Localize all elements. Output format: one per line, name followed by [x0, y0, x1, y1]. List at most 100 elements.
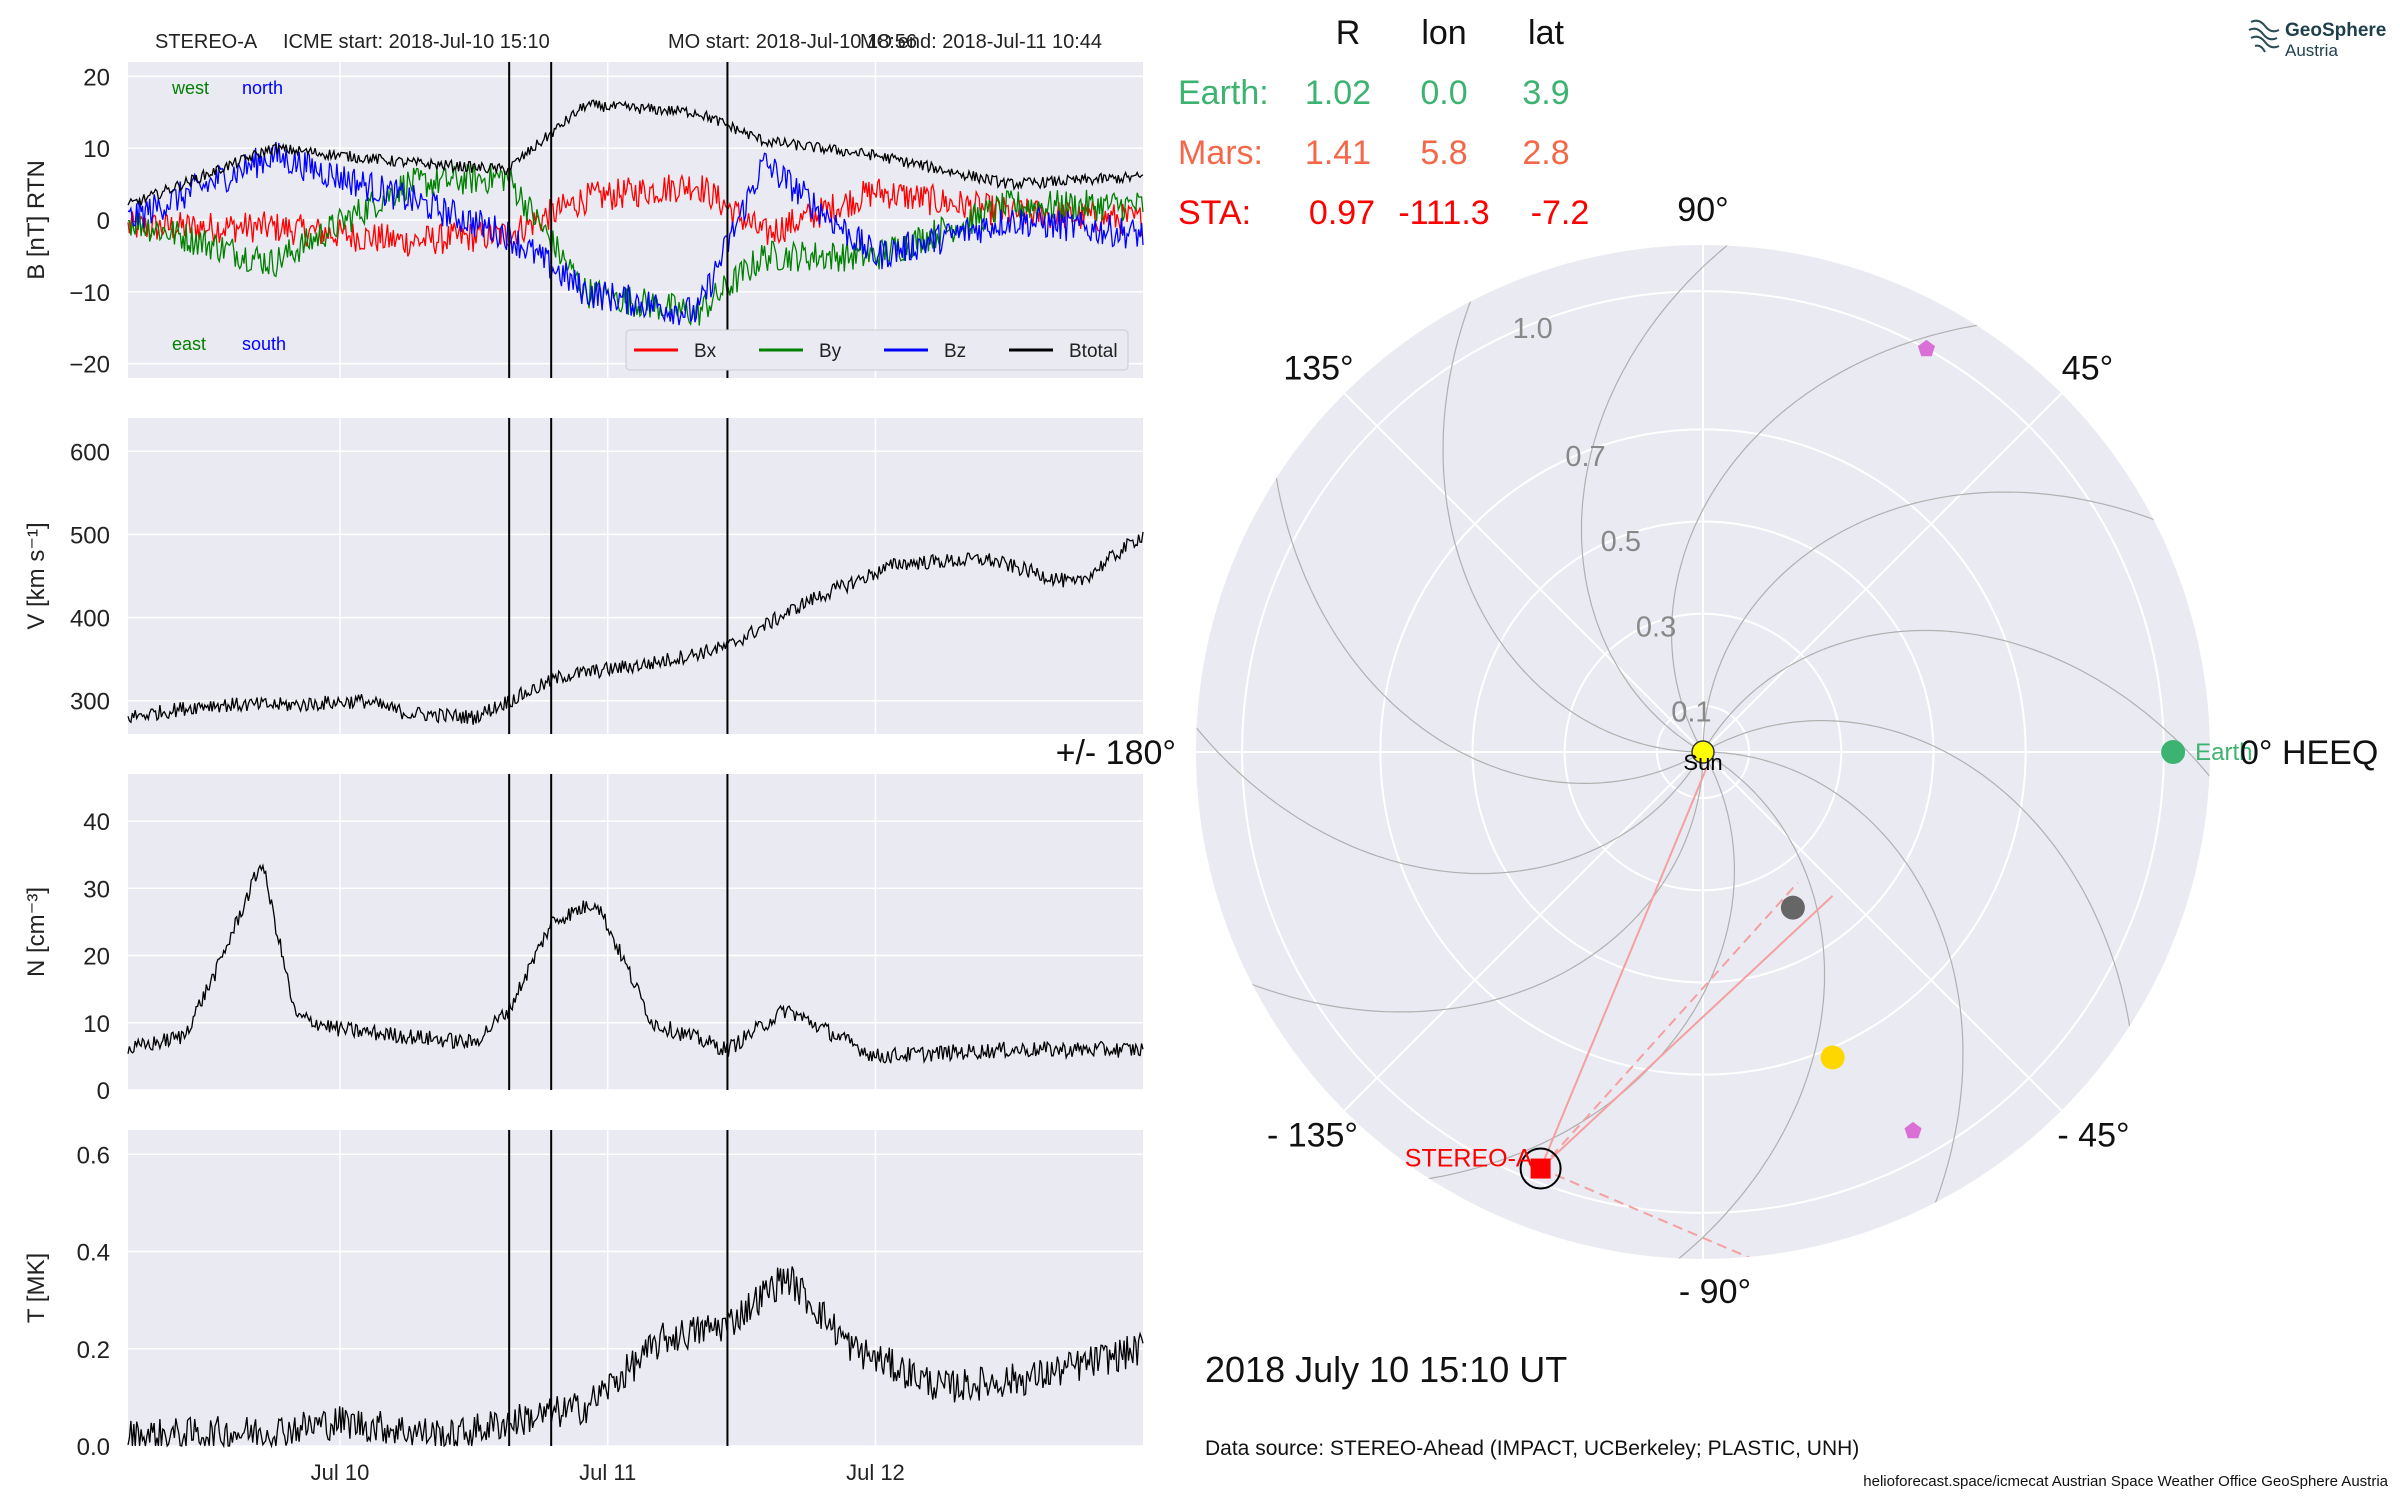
polar-position-plot: 0.1 0.3 0.5 0.7 1.0 Sun Earth STEREO-A 90° 45° 0° … — [1056, 191, 2379, 1311]
parker-spiral-line — [1268, 342, 1704, 785]
pentagon-marker — [1904, 1121, 1922, 1139]
annotation-west: west — [171, 78, 209, 98]
header-mo-end: MO end: 2018-Jul-11 10:44 — [860, 31, 1102, 53]
y-tick-label: 30 — [83, 876, 110, 903]
earth-marker — [2161, 740, 2186, 764]
parker-spiral-line — [1702, 719, 2138, 1162]
y-tick-label: 40 — [83, 809, 110, 836]
parker-spiral-line — [1580, 245, 1843, 753]
col-header-lon: lon — [1421, 14, 1466, 52]
y-tick-label: 0.6 — [77, 1142, 110, 1169]
parker-spiral-line — [1702, 629, 2210, 892]
positions-table: R lon lat Earth: 1.02 0.0 3.9 Mars: 1.41… — [1178, 14, 1589, 232]
series-line-data — [127, 531, 1144, 725]
parker-spirals — [1196, 245, 2210, 1259]
sta-fov-line — [1539, 764, 1709, 1169]
geosphere-logo: GeoSphere Austria — [2248, 19, 2386, 60]
row-earth-name: Earth: — [1178, 74, 1269, 112]
data-source: Data source: STEREO-Ahead (IMPACT, UCBer… — [1205, 1437, 1859, 1460]
series-line-data — [127, 863, 1144, 1064]
legend-label-by: By — [819, 341, 842, 362]
stereo-a-ring — [1519, 1147, 1562, 1190]
planet-marker — [1820, 1045, 1845, 1070]
y-tick-label: 0 — [97, 1078, 110, 1105]
y-tick-label: 0 — [97, 208, 110, 235]
y-tick-label: −20 — [69, 352, 110, 379]
radial-label: 0.3 — [1636, 611, 1676, 643]
row-sta-lon: -111.3 — [1398, 194, 1489, 232]
polar-spoke — [1702, 392, 2063, 753]
date-label: 2018 July 10 15:10 UT — [1205, 1349, 1567, 1390]
timeseries-panels: 20 10 0 −10 −20 B [nT] RTN west north east south B… — [23, 62, 1144, 1485]
row-mars-name: Mars: — [1178, 134, 1263, 172]
annotation-south: south — [242, 334, 286, 354]
y-axis-label: T [MK] — [23, 1253, 50, 1323]
row-mars-lat: 2.8 — [1522, 134, 1569, 172]
y-axis-label: B [nT] RTN — [23, 160, 50, 280]
series-line-bz — [127, 141, 1144, 326]
angle-label-a135: 135° — [1283, 349, 1353, 387]
y-tick-label: 0.4 — [77, 1240, 110, 1267]
angle-label-a45: 45° — [2062, 349, 2113, 387]
angle-label-a90: 90° — [1677, 191, 1728, 229]
legend: Bx By Bz Btotal — [625, 329, 1129, 371]
timeseries-header: STEREO-A ICME start: 2018-Jul-10 15:10 M… — [155, 31, 1102, 53]
y-tick-label: 600 — [70, 439, 110, 466]
stereo-a-marker — [1530, 1158, 1551, 1179]
sun-label: Sun — [1683, 750, 1722, 775]
y-tick-label: 0.2 — [77, 1337, 110, 1364]
header-spacecraft: STEREO-A — [155, 31, 258, 53]
radial-label: 0.1 — [1671, 696, 1711, 728]
y-tick-label: 300 — [70, 689, 110, 716]
radial-label: 1.0 — [1512, 313, 1552, 345]
logo-text-line1: GeoSphere — [2285, 20, 2386, 41]
annotation-north: north — [242, 78, 283, 98]
col-header-r: R — [1336, 14, 1361, 52]
logo-text-line2: Austria — [2285, 41, 2338, 60]
y-axis-label: N [cm⁻³] — [23, 887, 50, 977]
row-sta-r: 0.97 — [1309, 194, 1375, 232]
y-tick-label: −10 — [69, 280, 110, 307]
x-tick-label: Jul 10 — [311, 1460, 370, 1485]
angle-label-a180: +/- 180° — [1056, 734, 1176, 772]
series-line-btotal — [127, 99, 1144, 206]
annotation-east: east — [172, 334, 206, 354]
panel-background — [128, 1130, 1143, 1446]
angle-label-a0: 0° HEEQ — [2240, 734, 2378, 772]
footer-credits: helioforecast.space/icmecat Austrian Spa… — [1863, 1473, 2388, 1490]
radial-label: 0.5 — [1601, 526, 1641, 558]
y-axis-label: V [km s⁻¹] — [23, 522, 50, 629]
timeseries-panel-1: 20 10 0 −10 −20 B [nT] RTN west north east south B… — [23, 62, 1144, 379]
y-tick-label: 10 — [83, 1011, 110, 1038]
parker-spiral-line — [1703, 751, 1964, 1259]
y-tick-label: 20 — [83, 944, 110, 971]
panel-background — [128, 774, 1143, 1090]
series-line-data — [127, 1266, 1144, 1449]
legend-label-bx: Bx — [694, 341, 717, 362]
polar-spoke — [1702, 751, 2063, 1112]
y-tick-label: 10 — [83, 136, 110, 163]
row-mars-lon: 5.8 — [1420, 134, 1467, 172]
angle-label-am90: - 90° — [1679, 1273, 1751, 1311]
y-tick-label: 0.0 — [77, 1434, 110, 1461]
geosphere-logo-icon — [2248, 19, 2280, 53]
col-header-lat: lat — [1528, 14, 1564, 52]
x-tick-label: Jul 11 — [579, 1460, 636, 1485]
header-mo-start: MO start: 2018-Jul-10 18:56 — [668, 31, 917, 53]
parker-spiral-line — [1670, 317, 2113, 753]
sta-fov-line — [1539, 895, 1834, 1170]
polar-spoke — [1343, 392, 1704, 753]
header-icme-start: ICME start: 2018-Jul-10 15:10 — [283, 31, 550, 53]
legend-box — [625, 329, 1129, 371]
pentagon-marker — [1917, 339, 1935, 357]
y-tick-label: 500 — [70, 522, 110, 549]
sta-fov-dashed-line — [1540, 1167, 1828, 1259]
legend-label-btotal: Btotal — [1069, 341, 1118, 362]
x-tick-label: Jul 12 — [846, 1460, 905, 1485]
y-tick-label: 400 — [70, 606, 110, 633]
row-sta-lat: -7.2 — [1531, 194, 1590, 232]
y-tick-label: 20 — [83, 64, 110, 91]
radial-label: 0.7 — [1565, 441, 1605, 473]
parker-spiral-line — [1196, 752, 1704, 1013]
